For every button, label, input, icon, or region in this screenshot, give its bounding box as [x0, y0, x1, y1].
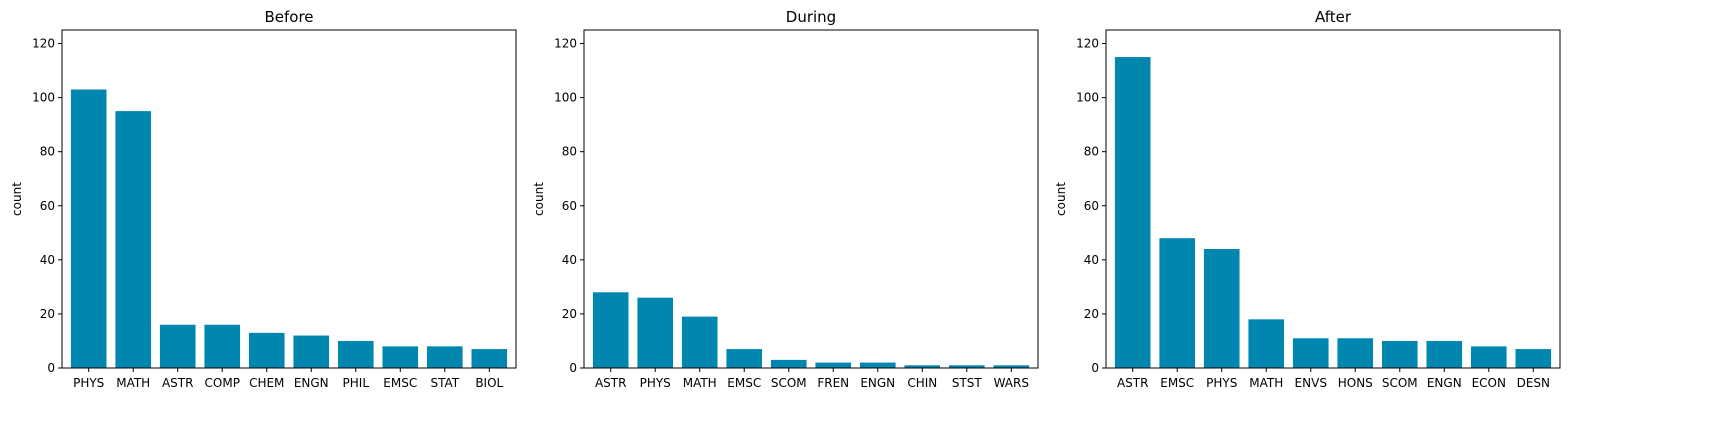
bar-math	[1248, 319, 1285, 368]
bar-emsc	[726, 349, 763, 368]
x-tick-label: EMSC	[727, 376, 761, 390]
bar-stat	[426, 346, 463, 368]
bar-phys	[70, 89, 107, 369]
y-tick-label: 60	[40, 199, 55, 213]
y-tick-label: 20	[1084, 307, 1099, 321]
y-tick-label: 60	[562, 199, 577, 213]
x-tick-label: ECON	[1472, 376, 1506, 390]
x-tick-label: BIOL	[475, 376, 503, 390]
x-tick-label: MATH	[1249, 376, 1283, 390]
chart-panel-1: PHYS MATH ASTR COMP CHEM ENGN PHIL EMSC STAT BIOL…	[10, 8, 517, 390]
bar-hons	[1337, 338, 1374, 368]
x-tick-label: ASTR	[1117, 376, 1149, 390]
axes-frame	[1105, 29, 1561, 369]
x-tick-label: MATH	[116, 376, 150, 390]
bar-stst	[948, 365, 985, 368]
x-tick-label: ENGN	[1427, 376, 1462, 390]
bar-biol	[471, 349, 508, 368]
bar-chin	[904, 365, 941, 368]
x-tick-label: SCOM	[1382, 376, 1418, 390]
y-tick-label: 40	[562, 253, 577, 267]
bar-engn	[1426, 340, 1463, 368]
x-tick-label: MATH	[683, 376, 717, 390]
y-tick-label: 20	[562, 307, 577, 321]
bar-astr	[592, 292, 629, 368]
bar-scom	[1381, 340, 1418, 368]
bar-econ	[1470, 346, 1507, 368]
y-tick-label: 100	[32, 91, 55, 105]
bar-phil	[337, 340, 374, 368]
x-tick-label: FREN	[817, 376, 849, 390]
bar-astr	[1114, 57, 1151, 368]
bar-fren	[815, 362, 852, 368]
chart-title: After	[1315, 8, 1352, 26]
x-tick-label: ENGN	[294, 376, 329, 390]
x-tick-label: HONS	[1338, 376, 1373, 390]
bar-chem	[248, 332, 285, 368]
bar-math	[115, 111, 152, 369]
chart-panel-2: ASTR PHYS MATH EMSC SCOM FREN ENGN CHIN STST WARS…	[532, 8, 1039, 390]
bar-comp	[204, 324, 241, 368]
x-tick-label: ASTR	[162, 376, 194, 390]
x-tick-label: PHIL	[343, 376, 370, 390]
y-tick-label: 40	[1084, 253, 1099, 267]
y-tick-label: 0	[569, 361, 577, 375]
y-axis-label: count	[1054, 182, 1068, 216]
chart-title: Before	[264, 8, 313, 26]
y-axis-label: count	[532, 182, 546, 216]
x-tick-label: ENGN	[860, 376, 895, 390]
x-tick-label: ENVS	[1295, 376, 1327, 390]
x-tick-label: ASTR	[595, 376, 627, 390]
axes-frame	[583, 29, 1039, 369]
bar-emsc	[382, 346, 419, 368]
y-axis-label: count	[10, 182, 24, 216]
y-tick-label: 0	[1091, 361, 1099, 375]
x-tick-label: PHYS	[1206, 376, 1237, 390]
bar-astr	[159, 324, 196, 368]
chart-panel-3: ASTR EMSC PHYS MATH ENVS HONS SCOM ENGN ECON DESN…	[1054, 8, 1561, 390]
y-tick-label: 60	[1084, 199, 1099, 213]
bar-scom	[770, 359, 807, 368]
x-tick-label: EMSC	[383, 376, 417, 390]
x-tick-label: STST	[952, 376, 983, 390]
x-tick-label: EMSC	[1160, 376, 1194, 390]
bar-phys	[637, 297, 674, 368]
y-tick-label: 20	[40, 307, 55, 321]
bar-emsc	[1159, 238, 1196, 368]
y-tick-label: 100	[1076, 91, 1099, 105]
y-tick-label: 40	[40, 253, 55, 267]
y-tick-label: 120	[32, 37, 55, 51]
y-tick-label: 80	[562, 145, 577, 159]
y-tick-label: 0	[47, 361, 55, 375]
y-tick-label: 120	[1076, 37, 1099, 51]
bar-envs	[1292, 338, 1329, 368]
x-tick-label: WARS	[994, 376, 1029, 390]
bar-wars	[993, 365, 1030, 368]
axes-frame	[61, 29, 517, 369]
x-tick-label: CHEM	[249, 376, 284, 390]
bar-math	[681, 316, 718, 368]
x-tick-label: STAT	[430, 376, 459, 390]
bar-engn	[293, 335, 330, 368]
y-tick-label: 80	[1084, 145, 1099, 159]
bar-phys	[1203, 249, 1240, 368]
y-tick-label: 120	[554, 37, 577, 51]
y-tick-label: 80	[40, 145, 55, 159]
bar-desn	[1515, 349, 1552, 368]
x-tick-label: SCOM	[771, 376, 807, 390]
x-tick-label: COMP	[205, 376, 240, 390]
chart-title: During	[786, 8, 836, 26]
x-tick-label: DESN	[1517, 376, 1550, 390]
x-tick-label: PHYS	[640, 376, 671, 390]
bar-engn	[859, 362, 896, 368]
x-tick-label: CHIN	[907, 376, 937, 390]
x-tick-label: PHYS	[73, 376, 104, 390]
y-tick-label: 100	[554, 91, 577, 105]
